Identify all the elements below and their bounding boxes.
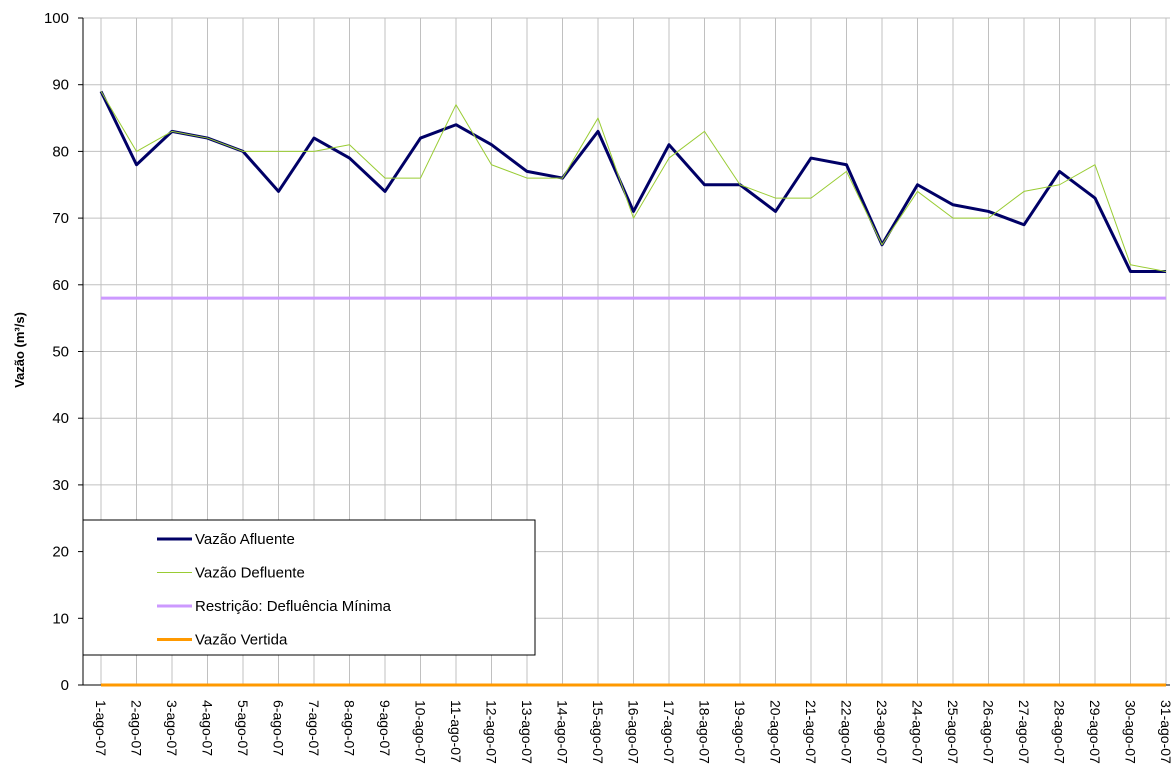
legend-label: Vazão Defluente	[195, 565, 305, 582]
y-tick-label: 90	[52, 77, 69, 94]
series-line	[100, 91, 1167, 272]
x-tick-label: 27-ago-07	[1016, 700, 1032, 764]
x-tick-label: 15-ago-07	[590, 700, 606, 764]
legend-label: Vazão Afluente	[195, 531, 295, 548]
legend-label: Restrição: Defluência Mínima	[195, 598, 392, 615]
x-tick-label: 2-ago-07	[129, 700, 145, 756]
x-tick-label: 6-ago-07	[271, 700, 287, 756]
y-axis-label: Vazão (m³/s)	[12, 312, 27, 388]
x-tick-label: 21-ago-07	[803, 700, 819, 764]
x-tick-label: 16-ago-07	[626, 700, 642, 764]
x-tick-label: 25-ago-07	[945, 700, 961, 764]
y-tick-label: 20	[52, 544, 69, 561]
x-tick-label: 30-ago-07	[1123, 700, 1139, 764]
x-tick-label: 4-ago-07	[200, 700, 216, 756]
y-tick-label: 0	[61, 677, 69, 694]
x-tick-label: 29-ago-07	[1087, 700, 1103, 764]
legend-label: Vazão Vertida	[195, 632, 288, 649]
x-tick-label: 26-ago-07	[981, 700, 997, 764]
y-tick-label: 70	[52, 210, 69, 227]
x-tick-label: 17-ago-07	[661, 700, 677, 764]
x-tick-label: 19-ago-07	[732, 700, 748, 764]
x-tick-label: 9-ago-07	[377, 700, 393, 756]
legend-box	[82, 519, 536, 656]
y-tick-label: 30	[52, 477, 69, 494]
x-tick-label: 3-ago-07	[164, 700, 180, 756]
y-tick-label: 60	[52, 277, 69, 294]
x-tick-label: 5-ago-07	[235, 700, 251, 756]
y-tick-label: 10	[52, 610, 69, 627]
x-tick-label: 14-ago-07	[555, 700, 571, 764]
x-tick-label: 13-ago-07	[519, 700, 535, 764]
x-tick-label: 23-ago-07	[874, 700, 890, 764]
x-tick-label: 1-ago-07	[93, 700, 109, 756]
x-tick-label: 20-ago-07	[768, 700, 784, 764]
x-tick-label: 24-ago-07	[910, 700, 926, 764]
y-tick-label: 100	[44, 10, 69, 27]
series-line	[99, 90, 1166, 273]
x-tick-label: 31-ago-07	[1158, 700, 1174, 764]
x-tick-label: 10-ago-07	[413, 700, 429, 764]
x-tick-label: 28-ago-07	[1052, 700, 1068, 764]
y-tick-label: 80	[52, 143, 69, 160]
x-tick-label: 18-ago-07	[697, 700, 713, 764]
y-tick-label: 50	[52, 344, 69, 361]
x-tick-label: 12-ago-07	[484, 700, 500, 764]
x-tick-label: 22-ago-07	[839, 700, 855, 764]
x-tick-label: 7-ago-07	[306, 700, 322, 756]
x-tick-label: 8-ago-07	[342, 700, 358, 756]
x-tick-label: 11-ago-07	[448, 700, 464, 763]
y-tick-label: 40	[52, 410, 69, 427]
